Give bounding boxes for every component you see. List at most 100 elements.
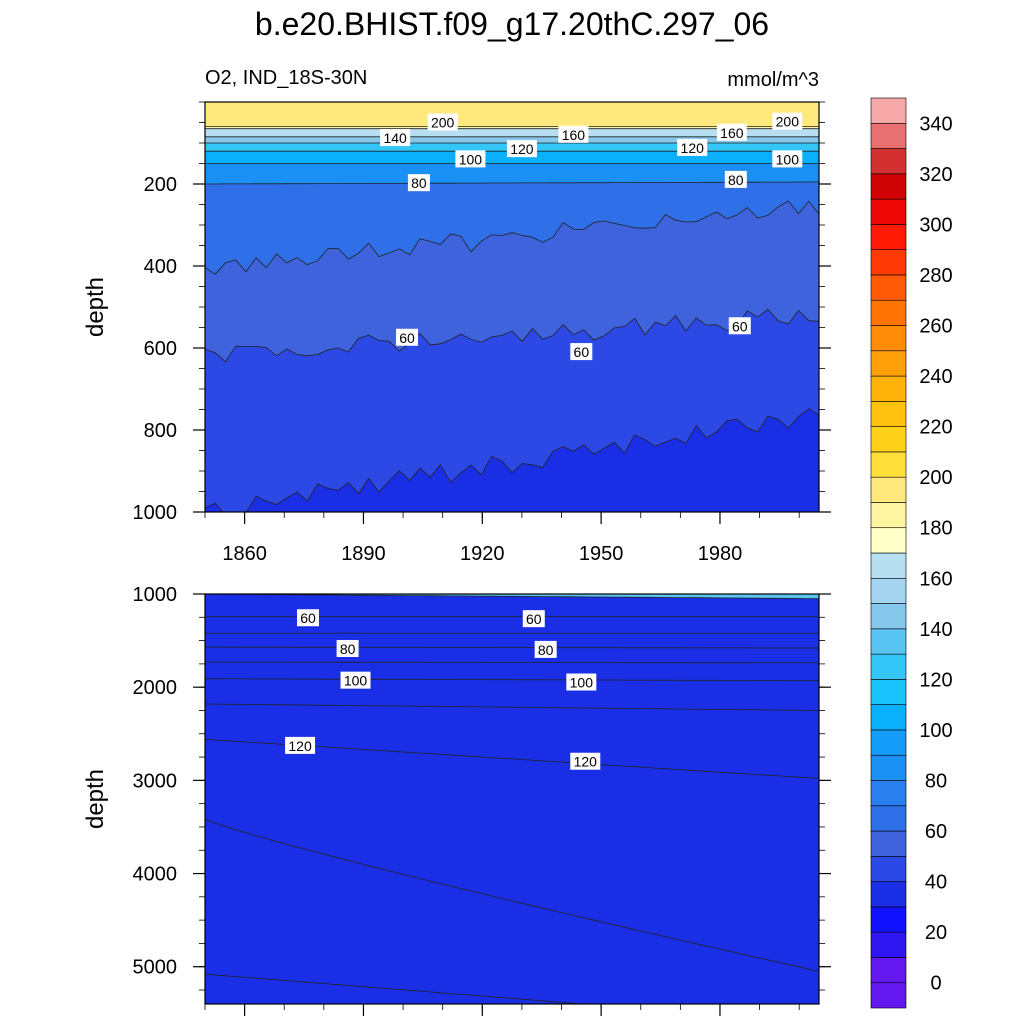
colorbar-tick-label: 300 bbox=[919, 214, 952, 236]
colorbar-swatch bbox=[870, 653, 907, 680]
contour-line bbox=[205, 594, 819, 600]
y-tick-label: 400 bbox=[144, 256, 177, 278]
colorbar-swatch bbox=[870, 451, 907, 478]
colorbar-swatch bbox=[870, 754, 907, 781]
x-tick-label: 1860 bbox=[222, 543, 267, 565]
colorbar-swatch bbox=[870, 729, 907, 756]
y-tick-label: 800 bbox=[144, 420, 177, 442]
colorbar-swatch bbox=[870, 906, 907, 933]
colorbar-swatch bbox=[870, 805, 907, 832]
contour-label: 120 bbox=[506, 140, 537, 158]
contour-line bbox=[205, 661, 819, 664]
colorbar-tick-label: 280 bbox=[919, 265, 952, 287]
colorbar-tick-label: 80 bbox=[925, 771, 947, 793]
colorbar-swatch bbox=[870, 856, 907, 882]
contour-label: 80 bbox=[407, 174, 430, 192]
svg-text:100: 100 bbox=[459, 151, 483, 167]
contour-label: 80 bbox=[534, 640, 557, 658]
colorbar-swatch bbox=[870, 122, 907, 149]
y-tick-label: 600 bbox=[144, 338, 177, 360]
svg-text:120: 120 bbox=[510, 141, 534, 157]
colorbar-swatch bbox=[870, 603, 907, 630]
colorbar-swatch bbox=[870, 401, 907, 427]
colorbar-swatch bbox=[870, 830, 907, 857]
contour-line bbox=[205, 678, 819, 682]
svg-text:140: 140 bbox=[383, 130, 407, 146]
colorbar-swatch bbox=[870, 325, 907, 352]
contour-label: 100 bbox=[772, 150, 803, 168]
contour-label: 120 bbox=[285, 736, 316, 754]
colorbar-swatch bbox=[870, 350, 907, 377]
contour-line bbox=[205, 973, 588, 1004]
svg-text:120: 120 bbox=[574, 754, 598, 770]
x-tick-label: 1980 bbox=[698, 543, 743, 565]
colorbar-swatch bbox=[870, 249, 907, 276]
contour-label: 60 bbox=[728, 317, 751, 335]
y-tick-label: 200 bbox=[144, 174, 177, 196]
colorbar-swatch bbox=[870, 173, 907, 200]
contour-label: 100 bbox=[340, 671, 371, 689]
colorbar-tick-label: 260 bbox=[919, 316, 952, 338]
svg-text:160: 160 bbox=[562, 127, 586, 143]
colorbar-tick-label: 40 bbox=[925, 872, 947, 894]
contour-line bbox=[205, 646, 819, 649]
contour-label: 60 bbox=[570, 343, 593, 361]
contour-line bbox=[205, 181, 819, 185]
contour-label: 160 bbox=[716, 123, 747, 141]
contour-label: 100 bbox=[566, 673, 597, 691]
svg-text:80: 80 bbox=[728, 172, 744, 188]
colorbar-swatch bbox=[870, 148, 907, 175]
x-tick-label: 1950 bbox=[579, 543, 624, 565]
plot-frame bbox=[204, 593, 820, 1005]
colorbar-swatch bbox=[870, 527, 907, 554]
contour-line bbox=[205, 200, 819, 275]
colorbar-swatch bbox=[870, 577, 907, 604]
colorbar-swatch bbox=[870, 704, 907, 731]
bottom-panel: 60 60 80 80 100 100 120 120 1000 2000 3000 4000 5000… bbox=[82, 584, 831, 1016]
svg-text:80: 80 bbox=[340, 641, 356, 657]
y-axis-label: depth bbox=[82, 769, 109, 829]
svg-text:60: 60 bbox=[399, 330, 415, 346]
y-tick-label: 4000 bbox=[133, 864, 178, 886]
contour-label: 140 bbox=[380, 129, 411, 147]
colorbar-swatch bbox=[870, 198, 907, 225]
colorbar-swatch bbox=[870, 97, 907, 124]
colorbar-swatch bbox=[870, 224, 907, 250]
svg-text:120: 120 bbox=[288, 738, 312, 754]
svg-text:200: 200 bbox=[431, 115, 455, 131]
contour-label: 80 bbox=[724, 170, 747, 188]
colorbar-swatch bbox=[870, 780, 907, 807]
colorbar-tick-label: 140 bbox=[919, 619, 952, 641]
svg-text:60: 60 bbox=[732, 318, 748, 334]
contour-line bbox=[205, 408, 819, 512]
colorbar-tick-label: 340 bbox=[919, 113, 952, 135]
y-tick-label: 5000 bbox=[133, 957, 178, 979]
top-panel: 200 200 140 160 160 120 120 100 100 80 80 60 60 60 200… bbox=[82, 101, 831, 565]
y-tick-label: 1000 bbox=[133, 502, 178, 524]
svg-text:100: 100 bbox=[776, 151, 800, 167]
y-tick-label: 1000 bbox=[133, 584, 178, 606]
colorbar-swatch bbox=[870, 957, 907, 984]
colorbar-swatch bbox=[870, 931, 907, 958]
svg-text:80: 80 bbox=[411, 175, 427, 191]
colorbar-swatch bbox=[870, 274, 907, 301]
colorbar-tick-label: 240 bbox=[919, 366, 952, 388]
contour-line bbox=[205, 703, 819, 711]
colorbar-swatch bbox=[870, 299, 907, 326]
svg-text:60: 60 bbox=[574, 344, 590, 360]
colorbar-tick-label: 160 bbox=[919, 568, 952, 590]
contour-label: 200 bbox=[772, 112, 803, 130]
svg-text:60: 60 bbox=[300, 610, 316, 626]
colorbar-tick-label: 220 bbox=[919, 417, 952, 439]
colorbar-swatch bbox=[870, 476, 907, 503]
contour-label: 120 bbox=[570, 752, 601, 770]
svg-text:100: 100 bbox=[570, 675, 594, 691]
contour-fill bbox=[205, 408, 819, 512]
contour-label: 200 bbox=[427, 113, 458, 131]
colorbar-swatch bbox=[870, 881, 907, 908]
contour-label: 120 bbox=[677, 138, 708, 156]
colorbar-tick-label: 120 bbox=[919, 669, 952, 691]
x-tick-label: 1920 bbox=[460, 543, 505, 565]
contour-fill bbox=[205, 594, 819, 1004]
